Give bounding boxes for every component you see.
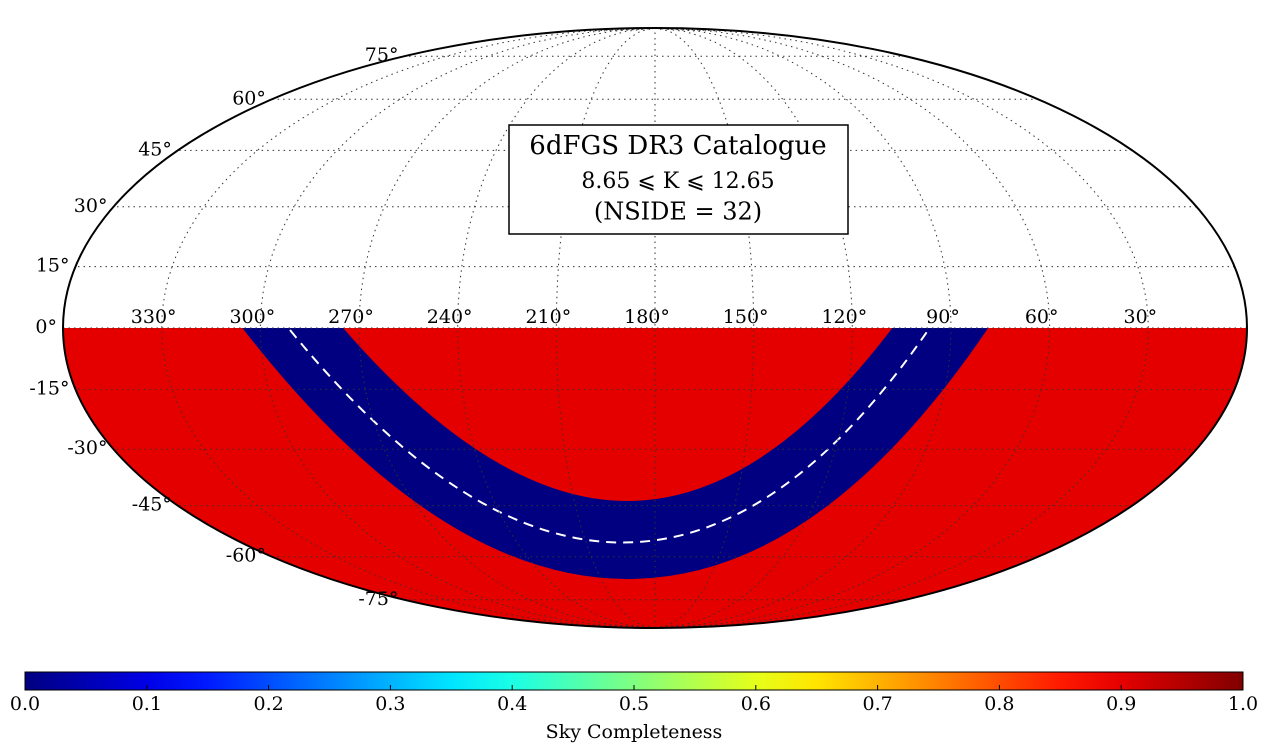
lon-label: 150° <box>723 306 769 328</box>
colorbar-tick-label: 0.2 <box>253 693 283 715</box>
meridian <box>161 27 656 629</box>
lat-label: 0° <box>35 316 57 338</box>
galactic-plane-line <box>289 328 936 544</box>
galactic-plane-region <box>239 328 993 579</box>
colorbar-label: Sky Completeness <box>546 721 723 743</box>
meridian <box>654 27 952 629</box>
lon-label: 330° <box>131 306 177 328</box>
colorbar-tick-label: 0.0 <box>10 693 40 715</box>
colorbar-tick-label: 0.9 <box>1106 693 1136 715</box>
meridian <box>358 27 656 629</box>
lon-label: 210° <box>525 306 571 328</box>
lat-label: -60° <box>226 545 266 567</box>
labels: 75° 60° 45° 30° 15° 0° -15° -30° -45° -60° -75° 330… <box>29 44 1157 610</box>
annotation: (NSIDE = 32) <box>594 198 762 226</box>
lat-label: 75° <box>365 44 399 66</box>
lon-label: 270° <box>328 306 374 328</box>
colorbar-tick-label: 0.6 <box>741 693 771 715</box>
lon-label: 180° <box>624 306 670 328</box>
title: 6dFGS DR3 Catalogue <box>529 131 826 161</box>
lat-label: -75° <box>358 588 398 610</box>
lat-label: 60° <box>232 87 266 109</box>
colorbar-tick-label: 0.3 <box>375 693 405 715</box>
lat-label: 15° <box>36 255 70 277</box>
lon-label: 60° <box>1025 306 1059 328</box>
lon-label: 30° <box>1123 306 1157 328</box>
colorbar-tick-label: 0.8 <box>984 693 1014 715</box>
colorbar-tick-label: 0.1 <box>132 693 162 715</box>
lon-label: 90° <box>926 306 960 328</box>
lon-label: 240° <box>427 306 473 328</box>
map-outline <box>62 27 1248 629</box>
lat-label: -15° <box>29 377 69 399</box>
lat-label: 45° <box>138 138 172 160</box>
meridian <box>654 27 1149 629</box>
colorbar-tick-label: 0.4 <box>497 693 527 715</box>
colorbar: 0.0 0.1 0.2 0.3 0.4 0.5 0.6 0.7 0.8 0.9 1.0 <box>10 671 1258 715</box>
colorbar-tick-label: 0.7 <box>862 693 892 715</box>
subtitle: 8.65 ⩽ K ⩽ 12.65 <box>581 169 774 194</box>
sky-map <box>62 27 1248 629</box>
colorbar-tick-label: 0.5 <box>619 693 649 715</box>
colorbar-tick-label: 1.0 <box>1228 693 1258 715</box>
lat-label: 30° <box>74 195 108 217</box>
lat-label: -30° <box>67 437 107 459</box>
lat-label: -45° <box>132 494 172 516</box>
lon-label: 300° <box>229 306 275 328</box>
lon-label: 120° <box>821 306 867 328</box>
title-box <box>508 124 849 235</box>
